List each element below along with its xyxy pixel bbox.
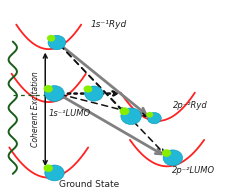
Circle shape: [119, 107, 129, 115]
Circle shape: [84, 86, 103, 101]
Text: 1s⁻¹LUMO: 1s⁻¹LUMO: [49, 109, 91, 118]
Circle shape: [147, 112, 161, 124]
Circle shape: [161, 149, 170, 157]
Circle shape: [47, 35, 55, 42]
Text: Ground State: Ground State: [59, 180, 119, 189]
Circle shape: [45, 86, 64, 101]
Circle shape: [43, 164, 53, 172]
Circle shape: [120, 108, 141, 125]
Text: 1s⁻¹Ryd: 1s⁻¹Ryd: [90, 20, 126, 29]
Text: 2p⁻²Ryd: 2p⁻²Ryd: [172, 101, 207, 110]
Circle shape: [48, 35, 65, 50]
Circle shape: [43, 85, 53, 93]
Circle shape: [45, 165, 64, 181]
Circle shape: [162, 150, 182, 166]
Text: Coherent Excitation: Coherent Excitation: [31, 72, 40, 147]
Text: 2p⁻²LUMO: 2p⁻²LUMO: [171, 166, 214, 175]
Circle shape: [83, 85, 92, 93]
Circle shape: [146, 112, 153, 118]
